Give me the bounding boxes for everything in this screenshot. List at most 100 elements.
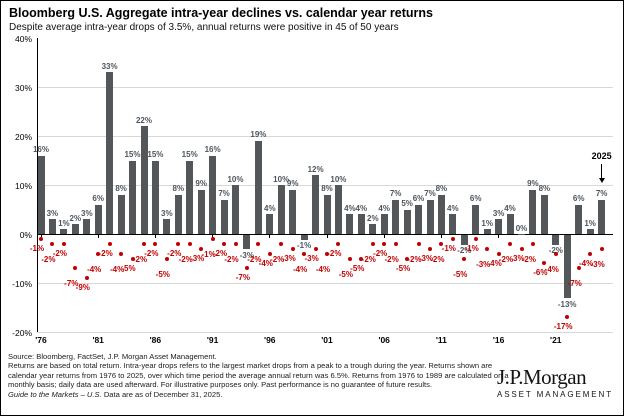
decline-value-label-2016: -4% bbox=[487, 258, 502, 268]
return-bar-1982 bbox=[106, 72, 114, 234]
decline-value-label-1982: -2% bbox=[98, 248, 113, 258]
decline-value-label-1990: -3% bbox=[190, 253, 205, 263]
decline-dot-1998 bbox=[290, 246, 295, 251]
x-axis-tick bbox=[97, 234, 99, 238]
decline-dot-2022 bbox=[565, 315, 570, 320]
decline-value-label-2003: -5% bbox=[338, 269, 353, 279]
decline-value-label-2010: -3% bbox=[418, 253, 434, 263]
return-bar-1989 bbox=[186, 160, 194, 234]
return-bar-1988 bbox=[174, 194, 182, 234]
x-axis-tick bbox=[383, 234, 385, 238]
return-bar-1983 bbox=[117, 194, 125, 234]
decline-dot-2007 bbox=[393, 241, 398, 246]
decline-dot-2013 bbox=[462, 256, 467, 261]
bar-value-label-2010: 7% bbox=[424, 189, 436, 199]
decline-value-label-2014: -1% bbox=[464, 243, 479, 253]
x-axis-label: '91 bbox=[206, 335, 219, 345]
bar-value-label-2024: 1% bbox=[584, 218, 596, 228]
decline-value-label-1976: -1% bbox=[29, 243, 45, 253]
bar-value-label-1990: 9% bbox=[195, 179, 207, 189]
return-bar-1981 bbox=[94, 204, 102, 234]
x-axis-label: '86 bbox=[149, 335, 162, 345]
return-bar-2001 bbox=[323, 194, 331, 234]
bar-value-label-1978: 1% bbox=[58, 218, 70, 228]
decline-dot-2021 bbox=[553, 251, 558, 256]
decline-value-label-2004: -5% bbox=[350, 263, 365, 273]
gtm-date: Data are as of December 31, 2025. bbox=[101, 389, 223, 399]
return-bar-1986 bbox=[151, 160, 159, 234]
decline-dot-1981 bbox=[96, 251, 101, 256]
bar-value-label-1986: 15% bbox=[147, 150, 164, 159]
return-bar-2016 bbox=[495, 219, 503, 234]
jpmorgan-wordmark: J.P.Morgan bbox=[496, 365, 587, 389]
return-bar-1992 bbox=[220, 199, 228, 234]
y-axis-label: 40% bbox=[14, 33, 32, 44]
decline-dot-2017 bbox=[508, 241, 512, 246]
bar-value-label-1980: 3% bbox=[81, 208, 93, 218]
decline-dot-1976 bbox=[39, 236, 43, 241]
footnote: Source: Bloomberg, FactSet, J.P. Morgan … bbox=[8, 352, 512, 399]
return-bar-2022 bbox=[563, 234, 571, 299]
return-bar-1994 bbox=[243, 234, 251, 250]
decline-dot-2012 bbox=[450, 236, 455, 241]
decline-value-label-2021: -4% bbox=[544, 264, 559, 274]
chart-subtitle: Despite average intra-year drops of 3.5%… bbox=[9, 22, 399, 33]
bar-value-label-2022: -13% bbox=[557, 300, 577, 310]
return-bar-2020 bbox=[540, 194, 548, 234]
decline-dot-2016 bbox=[496, 251, 501, 256]
annotation-arrow-shaft bbox=[600, 164, 603, 178]
decline-dot-1993 bbox=[233, 241, 238, 246]
bar-value-label-2012: 4% bbox=[447, 203, 459, 213]
x-axis-tick bbox=[440, 234, 442, 238]
y-axis-label: 10% bbox=[14, 180, 32, 191]
bar-value-label-1983: 8% bbox=[115, 184, 127, 194]
decline-value-label-2020: -6% bbox=[533, 268, 548, 278]
return-bar-2017 bbox=[506, 214, 514, 234]
decline-value-label-1980: -9% bbox=[75, 283, 90, 293]
decline-value-label-2022: -17% bbox=[553, 322, 573, 332]
decline-value-label-1979: -7% bbox=[64, 279, 79, 289]
return-bar-1996 bbox=[266, 214, 274, 234]
return-bar-2007 bbox=[392, 199, 400, 234]
gridline-20 bbox=[37, 136, 613, 137]
decline-dot-1988 bbox=[176, 241, 181, 246]
decline-value-label-1996: -4% bbox=[258, 258, 273, 268]
gridline-30 bbox=[37, 87, 613, 88]
bar-value-label-2013: -2% bbox=[457, 246, 472, 256]
decline-dot-2024 bbox=[588, 251, 593, 256]
return-bar-1991 bbox=[209, 155, 217, 234]
x-axis-label: '81 bbox=[92, 335, 104, 345]
bar-value-label-2003: 4% bbox=[344, 203, 356, 213]
return-bar-2003 bbox=[346, 214, 354, 234]
bar-value-label-2016: 3% bbox=[492, 208, 505, 218]
return-bar-1987 bbox=[163, 219, 171, 234]
bar-value-label-2008: 5% bbox=[401, 199, 413, 208]
decline-dot-2018 bbox=[519, 246, 524, 251]
decline-dot-1985 bbox=[142, 241, 146, 246]
gridline--10 bbox=[37, 283, 613, 284]
decline-dot-1995 bbox=[256, 241, 261, 246]
bar-value-label-2000: 12% bbox=[307, 164, 324, 174]
decline-value-label-1998: -3% bbox=[281, 253, 296, 263]
decline-value-label-1987: -5% bbox=[155, 269, 170, 279]
decline-value-label-1994: -7% bbox=[235, 273, 250, 283]
bar-value-label-1976: 16% bbox=[32, 145, 49, 155]
decline-dot-2002 bbox=[336, 241, 341, 246]
return-bar-2012 bbox=[449, 214, 457, 234]
decline-value-label-1984: -5% bbox=[121, 263, 136, 273]
decline-value-label-1993: -2% bbox=[224, 254, 239, 264]
decline-value-label-1985: -2% bbox=[132, 254, 148, 264]
decline-dot-2015 bbox=[485, 246, 490, 251]
decline-value-label-2012: -1% bbox=[441, 243, 456, 253]
decline-dot-2020 bbox=[542, 261, 547, 266]
bar-value-label-1992: 7% bbox=[218, 189, 230, 199]
decline-dot-2019 bbox=[530, 241, 535, 246]
return-bar-2019 bbox=[529, 189, 537, 234]
return-bar-1980 bbox=[83, 219, 91, 234]
bar-value-label-1996: 4% bbox=[264, 203, 276, 213]
return-bar-2000 bbox=[312, 175, 320, 234]
decline-dot-1980 bbox=[84, 276, 89, 281]
bar-value-label-1999: -1% bbox=[296, 241, 312, 251]
return-bar-2005 bbox=[369, 224, 377, 234]
